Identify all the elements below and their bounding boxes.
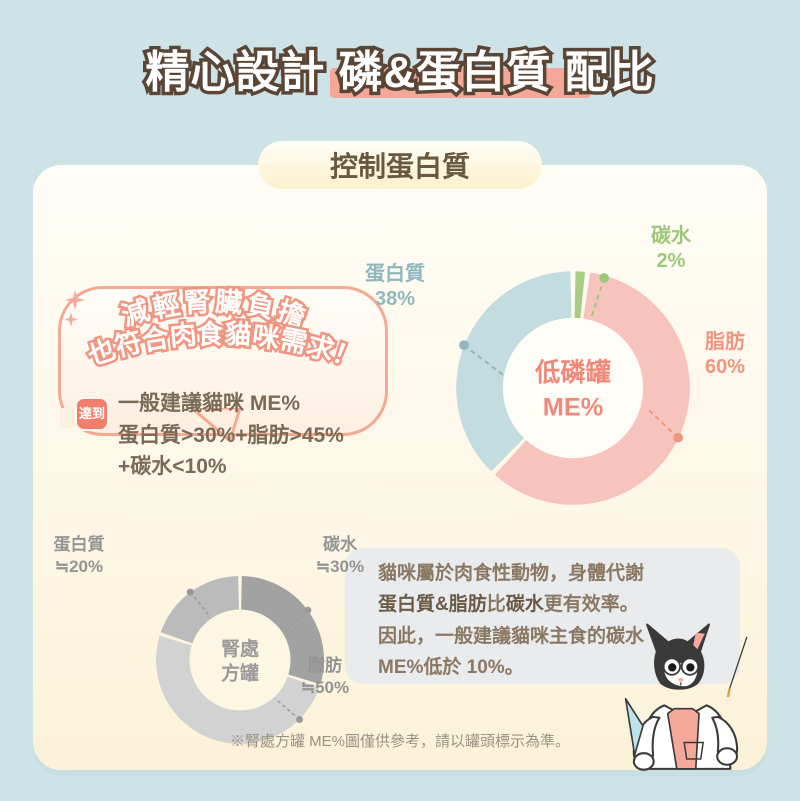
- svg-text:低磷罐: 低磷罐: [534, 358, 611, 387]
- svg-text:ME%: ME%: [543, 393, 603, 421]
- svg-text:方罐: 方罐: [221, 662, 259, 685]
- svg-text:腎處: 腎處: [221, 638, 259, 660]
